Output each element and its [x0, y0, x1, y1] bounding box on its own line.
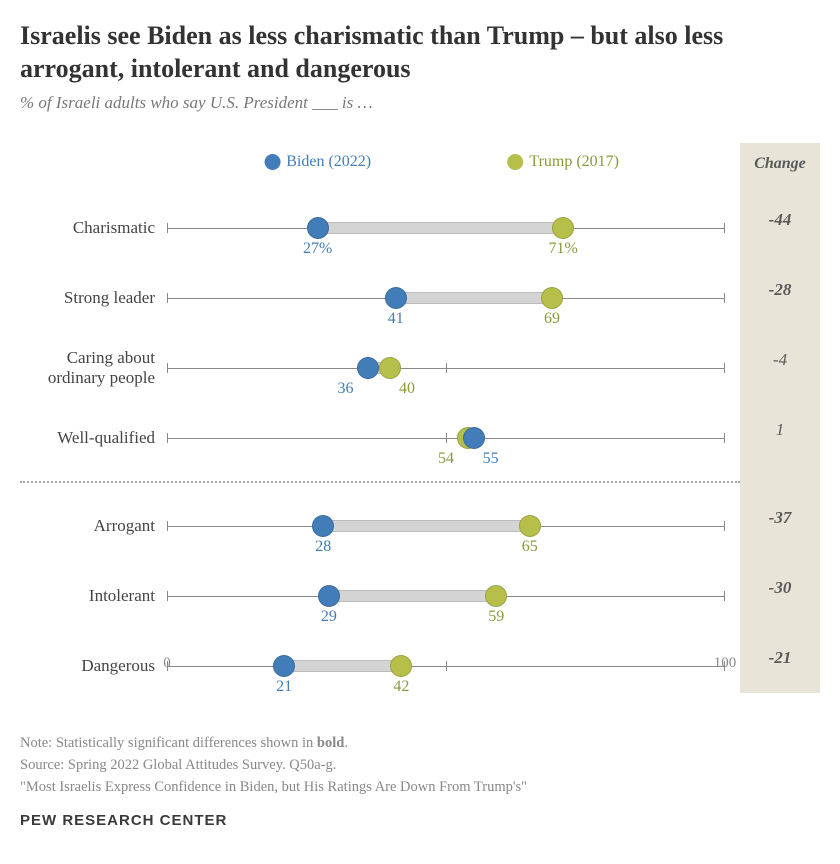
biden-dot	[385, 287, 407, 309]
note-quote: "Most Israelis Express Confidence in Bid…	[20, 777, 820, 799]
notes: Note: Statistically significant differen…	[20, 733, 820, 798]
connector-bar	[329, 590, 496, 602]
trump-value: 65	[522, 538, 538, 556]
change-value: -30	[740, 553, 820, 623]
biden-value: 28	[315, 538, 331, 556]
row-label: Strong leader	[20, 288, 167, 308]
chart-area: Biden (2022)Trump (2017) Charismatic71%2…	[20, 143, 740, 693]
trump-value: 69	[544, 310, 560, 328]
biden-value: 29	[321, 608, 337, 626]
biden-value: 55	[483, 450, 499, 468]
row-plot: 71%27%	[167, 208, 725, 248]
connector-bar	[323, 520, 529, 532]
chart-subtitle: % of Israeli adults who say U.S. Preside…	[20, 93, 820, 113]
biden-dot	[318, 585, 340, 607]
biden-dot	[463, 427, 485, 449]
change-column: Change -44-28-41 -37-30-21	[740, 143, 820, 693]
data-row: Strong leader6941	[20, 263, 740, 333]
biden-value: 27%	[303, 240, 332, 258]
chart-title: Israelis see Biden as less charismatic t…	[20, 20, 820, 85]
scale-min: 0	[163, 655, 171, 672]
row-label: Dangerous	[20, 656, 167, 676]
note-significance: Note: Statistically significant differen…	[20, 733, 820, 755]
row-plot: 5455	[167, 418, 725, 458]
biden-dot	[357, 357, 379, 379]
trump-value: 59	[488, 608, 504, 626]
change-header: Change	[740, 143, 820, 185]
row-plot: 6528	[167, 506, 725, 546]
trump-dot	[541, 287, 563, 309]
change-value: -28	[740, 255, 820, 325]
change-value: -37	[740, 483, 820, 553]
legend: Biden (2022) Trump (2017)	[20, 143, 740, 183]
biden-value: 41	[388, 310, 404, 328]
legend-label: Biden (2022)	[286, 153, 371, 171]
row-label: Caring about ordinary people	[20, 348, 167, 389]
change-value: 1	[740, 395, 820, 465]
row-label: Intolerant	[20, 586, 167, 606]
connector-bar	[396, 292, 552, 304]
row-plot: 5929	[167, 576, 725, 616]
biden-value: 21	[276, 678, 292, 696]
biden-value: 36	[338, 380, 354, 398]
legend-item: Trump (2017)	[507, 153, 619, 171]
chart-container: Biden (2022)Trump (2017) Charismatic71%2…	[20, 143, 820, 693]
row-plot: 4036	[167, 348, 725, 388]
data-row: Caring about ordinary people4036	[20, 333, 740, 403]
change-value: -44	[740, 185, 820, 255]
legend-label: Trump (2017)	[529, 153, 619, 171]
group-divider	[20, 481, 740, 483]
trump-dot	[519, 515, 541, 537]
trump-dot	[485, 585, 507, 607]
legend-dot-icon	[264, 154, 280, 170]
legend-dot-icon	[507, 154, 523, 170]
row-label: Arrogant	[20, 516, 167, 536]
footer-brand: PEW RESEARCH CENTER	[20, 812, 820, 829]
trump-value: 40	[399, 380, 415, 398]
change-value: -21	[740, 623, 820, 693]
row-label: Well-qualified	[20, 428, 167, 448]
biden-dot	[307, 217, 329, 239]
note-source: Source: Spring 2022 Global Attitudes Sur…	[20, 755, 820, 777]
scale-max: 100	[714, 655, 737, 672]
trump-value: 54	[438, 450, 454, 468]
data-row: Well-qualified5455	[20, 403, 740, 473]
trump-dot	[379, 357, 401, 379]
trump-value: 71%	[549, 240, 578, 258]
legend-item: Biden (2022)	[264, 153, 371, 171]
row-label: Charismatic	[20, 218, 167, 238]
change-value: -4	[740, 325, 820, 395]
data-row: Intolerant5929	[20, 561, 740, 631]
trump-dot	[552, 217, 574, 239]
biden-dot	[312, 515, 334, 537]
connector-bar	[318, 222, 564, 234]
data-row: Arrogant6528	[20, 491, 740, 561]
row-plot: 6941	[167, 278, 725, 318]
data-row: Charismatic71%27%	[20, 193, 740, 263]
trump-value: 42	[393, 678, 409, 696]
